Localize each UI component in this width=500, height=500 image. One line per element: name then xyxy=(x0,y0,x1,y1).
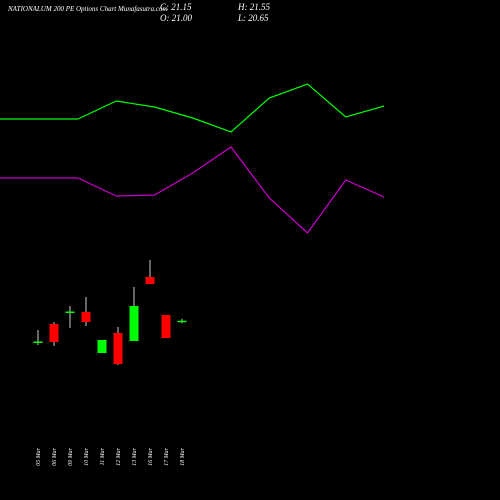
candle-body xyxy=(49,324,59,342)
candle-body xyxy=(65,311,75,313)
candle-body xyxy=(97,340,107,353)
open-label: O: 21.00 xyxy=(160,13,192,23)
x-tick-label: 06 Mar xyxy=(52,447,58,465)
candle-body xyxy=(129,306,139,341)
candle-body xyxy=(113,333,123,364)
indicator-line xyxy=(77,83,385,133)
candle-body xyxy=(145,277,155,284)
x-tick-label: 10 Mar xyxy=(84,447,90,465)
x-tick-label: 17 Mar xyxy=(164,447,170,465)
x-tick-label: 12 Mar xyxy=(116,447,122,465)
x-tick-label: 09 Mar xyxy=(68,447,74,465)
x-tick-label: 18 Mar xyxy=(180,447,186,465)
close-label: C: 21.15 xyxy=(160,2,192,12)
x-tick-label: 05 Mar xyxy=(36,447,42,465)
indicator-line xyxy=(77,146,385,234)
candle-body xyxy=(33,341,43,343)
candle-body xyxy=(81,312,91,322)
low-label: L: 20.65 xyxy=(237,13,269,23)
candle-body xyxy=(177,320,187,323)
x-tick-label: 11 Mar xyxy=(100,447,106,465)
x-tick-label: 13 Mar xyxy=(132,447,138,465)
x-tick-label: 16 Mar xyxy=(148,447,154,465)
high-label: H: 21.55 xyxy=(237,2,270,12)
chart-title: NATIONALUM 200 PE Options Chart Munafasu… xyxy=(7,5,168,13)
candle-body xyxy=(161,315,171,338)
